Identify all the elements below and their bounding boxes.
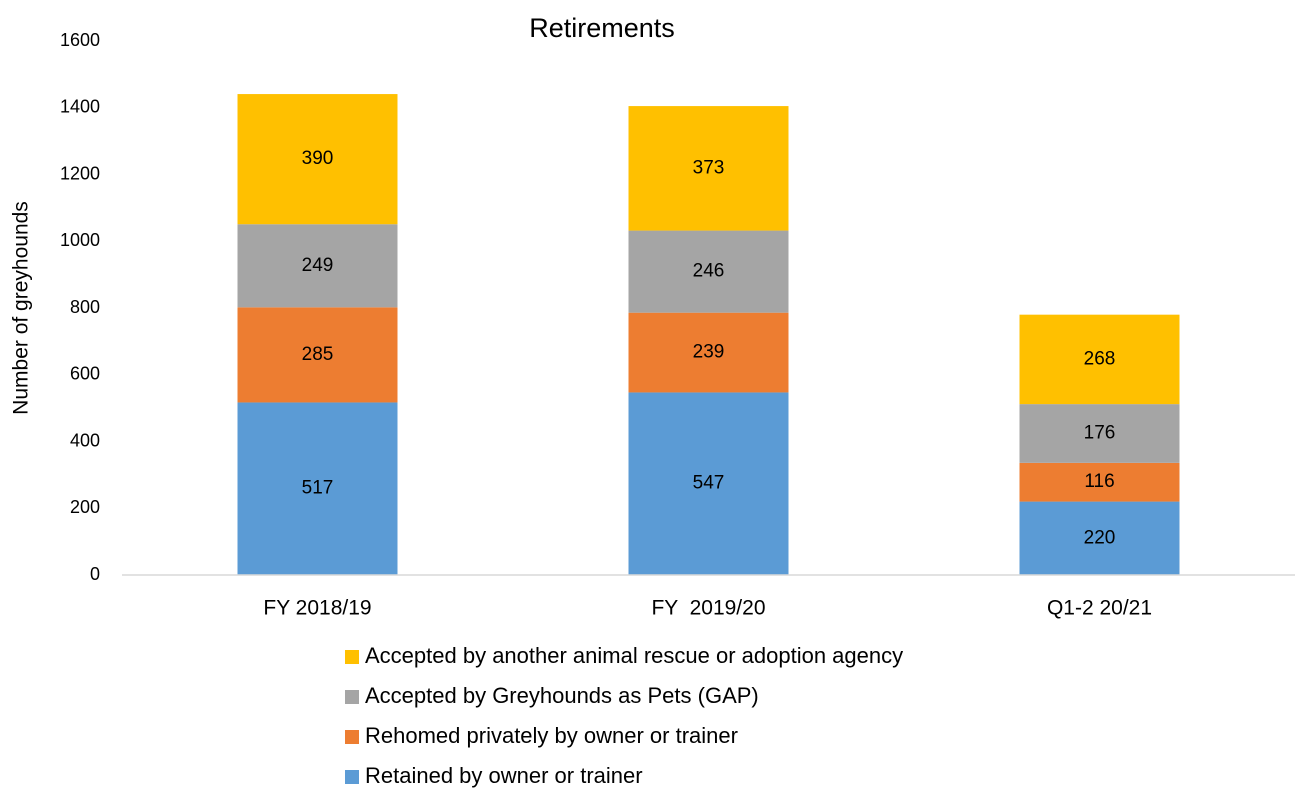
x-tick-label: Q1-2 20/21	[1047, 597, 1152, 620]
legend-label: Rehomed privately by owner or trainer	[365, 723, 738, 748]
y-axis-label: Number of greyhounds	[10, 201, 33, 415]
legend-label: Retained by owner or trainer	[365, 763, 643, 788]
data-label: 268	[1084, 348, 1116, 369]
data-label: 390	[302, 148, 334, 169]
bar-segment	[1019, 314, 1180, 405]
y-tick-label: 1400	[60, 97, 100, 117]
bar-segment	[1019, 501, 1180, 575]
bar-segment	[628, 230, 789, 313]
legend-swatch	[345, 770, 359, 784]
chart-title: Retirements	[529, 13, 675, 43]
bar-segment	[1019, 462, 1180, 502]
legend-swatch	[345, 690, 359, 704]
data-label: 373	[693, 157, 725, 178]
bar-segment	[628, 392, 789, 575]
y-tick-label: 1600	[60, 30, 100, 50]
bar-segment	[237, 307, 398, 403]
bar-segment	[1019, 404, 1180, 463]
data-label: 246	[693, 261, 725, 282]
legend-swatch	[345, 730, 359, 744]
data-label: 239	[693, 342, 725, 363]
bar-segment	[237, 224, 398, 308]
y-tick-label: 200	[70, 497, 100, 517]
data-label: 285	[302, 344, 334, 365]
x-tick-label: FY 2019/20	[651, 597, 765, 620]
y-tick-label: 400	[70, 430, 100, 450]
data-label: 547	[693, 473, 725, 494]
data-label: 220	[1084, 527, 1116, 548]
legend-label: Accepted by Greyhounds as Pets (GAP)	[365, 683, 759, 708]
y-tick-label: 600	[70, 364, 100, 384]
bar-segment	[237, 94, 398, 225]
bar-segment	[237, 402, 398, 575]
data-label: 176	[1084, 423, 1116, 444]
data-label: 517	[302, 478, 334, 499]
y-tick-label: 0	[90, 564, 100, 584]
legend-label: Accepted by another animal rescue or ado…	[365, 643, 903, 668]
bar-segment	[628, 312, 789, 393]
x-tick-label: FY 2018/19	[263, 597, 371, 620]
bar-segment	[628, 106, 789, 231]
data-label: 116	[1084, 471, 1114, 492]
y-tick-label: 1000	[60, 230, 100, 250]
y-tick-label: 1200	[60, 163, 100, 183]
y-tick-label: 800	[70, 297, 100, 317]
data-label: 249	[302, 255, 334, 276]
legend-swatch	[345, 650, 359, 664]
